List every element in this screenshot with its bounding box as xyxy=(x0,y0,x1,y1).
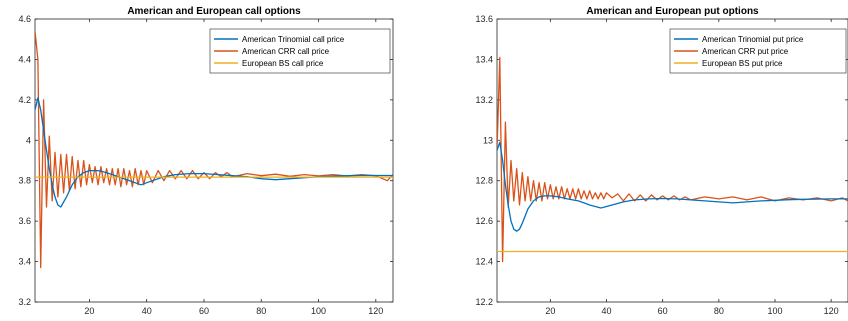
x-tick-label: 20 xyxy=(545,306,555,316)
chart-title: American and European call options xyxy=(127,6,301,17)
y-tick-label: 12.6 xyxy=(475,216,493,226)
y-tick-label: 12.8 xyxy=(475,176,493,186)
x-tick-label: 120 xyxy=(824,306,839,316)
plot-area xyxy=(496,18,848,303)
legend-entry: European BS call price xyxy=(242,59,324,68)
y-tick-label: 12.4 xyxy=(475,257,493,267)
y-tick-label: 3.6 xyxy=(18,216,31,226)
legend-box xyxy=(209,28,391,74)
y-tick-label: 3.8 xyxy=(18,176,31,186)
legend-box xyxy=(669,28,847,74)
y-tick-label: 13.2 xyxy=(475,95,493,105)
series-line-1 xyxy=(497,56,848,263)
legend-entry: American CRR call price xyxy=(242,47,330,56)
legend-entry: American Trinomial put price xyxy=(702,35,804,44)
x-tick-label: 80 xyxy=(714,306,724,316)
x-tick-label: 100 xyxy=(767,306,782,316)
series-line-0 xyxy=(35,97,393,208)
x-tick-label: 60 xyxy=(658,306,668,316)
x-tick-label: 60 xyxy=(199,306,209,316)
chart-title: American and European put options xyxy=(586,6,759,17)
x-tick-label: 40 xyxy=(142,306,152,316)
y-tick-label: 4.2 xyxy=(18,95,31,105)
y-tick-label: 4.6 xyxy=(18,14,31,24)
legend: American Trinomial put price American CRR… xyxy=(669,28,847,74)
y-tick-label: 3.4 xyxy=(18,257,31,267)
y-tick-label: 13.6 xyxy=(475,14,493,24)
x-tick-label: 80 xyxy=(256,306,266,316)
legend-entry: European BS put price xyxy=(702,59,783,68)
call-options-chart: American and European call options 3.2 3.4… xyxy=(18,6,394,316)
y-tick-label: 3.2 xyxy=(18,297,31,307)
legend-entry: American CRR put price xyxy=(702,47,789,56)
x-tick-label: 40 xyxy=(602,306,612,316)
legend-entry: American Trinomial call price xyxy=(242,35,345,44)
series-line-1 xyxy=(35,31,393,269)
y-tick-label: 12.2 xyxy=(475,297,493,307)
y-tick-label: 4.4 xyxy=(18,54,31,64)
plot-area xyxy=(34,18,394,303)
series-line-0 xyxy=(497,141,848,232)
y-tick-label: 13.4 xyxy=(475,54,493,64)
y-tick-label: 13 xyxy=(483,135,493,145)
put-options-chart: American and European put options 12.2 12.… xyxy=(475,6,848,316)
legend: American Trinomial call price American CR… xyxy=(209,28,391,74)
x-tick-label: 120 xyxy=(368,306,383,316)
y-tick-label: 4 xyxy=(26,135,31,145)
x-tick-label: 100 xyxy=(311,306,326,316)
x-tick-label: 20 xyxy=(84,306,94,316)
